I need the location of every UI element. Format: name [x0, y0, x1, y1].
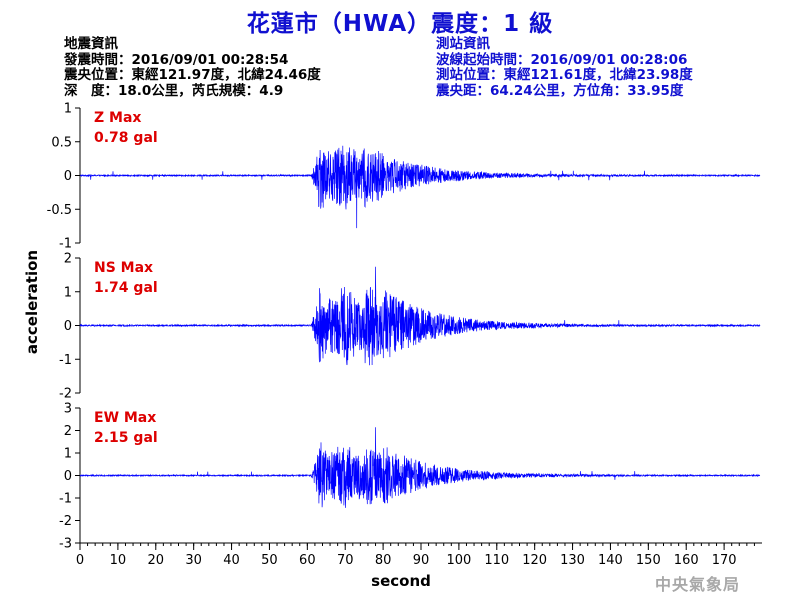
panel-z: -1 -0.5 0 0.5 1 Z Max 0.78 gal	[47, 102, 761, 252]
station-info: 測站資訊 波線起始時間：2016/09/01 00:28:06 測站位置：東經1…	[436, 36, 693, 99]
panel-ns: -2 -1 0 1 2 NS Max 1.74 gal	[59, 252, 761, 402]
seismogram-panels: -1 -0.5 0 0.5 1 Z Max 0.78 gal -2 -1 0 1 2 NS Max 1.7…	[47, 102, 761, 552]
x-tick-label: 140	[598, 553, 623, 568]
max-label: EW Max	[94, 410, 156, 426]
y-tick-label: 2	[64, 252, 72, 267]
seismogram-trace-ns	[79, 266, 761, 366]
y-tick-label: 0.5	[51, 135, 72, 150]
max-label: NS Max	[94, 260, 153, 276]
x-tick-label: 60	[299, 553, 316, 568]
x-tick-label: 10	[110, 553, 127, 568]
x-tick-label: 170	[712, 553, 737, 568]
x-tick-label: 0	[76, 553, 84, 568]
station-info-heading: 測站資訊	[436, 36, 490, 52]
y-tick-label: 0	[64, 169, 72, 184]
epicenter-location: 震央位置：東經121.97度，北緯24.46度	[64, 67, 321, 83]
y-tick-label: 3	[64, 402, 72, 417]
max-value: 1.74 gal	[94, 280, 158, 296]
x-tick-label: 70	[337, 553, 354, 568]
y-tick-label: 0	[64, 319, 72, 334]
y-tick-label: 0	[64, 469, 72, 484]
origin-time: 發震時間：2016/09/01 00:28:54	[64, 51, 289, 68]
y-tick-label: -2	[59, 514, 72, 529]
y-tick-label: 1	[64, 102, 72, 117]
max-label: Z Max	[94, 110, 141, 126]
max-value: 2.15 gal	[94, 430, 158, 446]
y-tick-label: -1	[59, 237, 72, 252]
y-tick-label: -0.5	[47, 203, 72, 218]
y-tick-label: 2	[64, 424, 72, 439]
y-axis-label: acceleration	[23, 250, 41, 354]
max-value: 0.78 gal	[94, 130, 158, 146]
x-tick-label: 80	[375, 553, 392, 568]
panel-ew: -3 -2 -1 0 1 2 3 EW Max 2.15 gal	[59, 402, 761, 552]
x-tick-label: 40	[223, 553, 240, 568]
x-tick-label: 150	[636, 553, 661, 568]
cwb-watermark: 中央氣象局	[655, 575, 741, 594]
x-tick-label: 90	[413, 553, 430, 568]
chart-title: 花蓮市（HWA）震度：1 級	[246, 11, 554, 37]
x-tick-label: 120	[522, 553, 547, 568]
x-tick-label: 160	[674, 553, 699, 568]
event-info: 地震資訊 發震時間：2016/09/01 00:28:54 震央位置：東經121…	[64, 36, 321, 99]
x-tick-label: 50	[261, 553, 278, 568]
x-tick-label: 30	[185, 553, 202, 568]
y-tick-label: -1	[59, 353, 72, 368]
y-tick-label: -2	[59, 387, 72, 402]
y-tick-label: 1	[64, 447, 72, 462]
y-tick-label: -3	[59, 537, 72, 552]
y-tick-label: 1	[64, 285, 72, 300]
seismogram-trace-z	[80, 145, 761, 229]
seismogram-trace-ew	[79, 427, 761, 508]
x-tick-label: 20	[148, 553, 165, 568]
station-location: 測站位置：東經121.61度，北緯23.98度	[436, 67, 693, 83]
y-tick-label: -1	[59, 492, 72, 507]
event-info-heading: 地震資訊	[64, 36, 118, 52]
depth-magnitude: 深 度：18.0公里，芮氏規模：4.9	[64, 82, 284, 99]
x-tick-label: 100	[446, 553, 471, 568]
x-axis: 0 10 20 30 40 50 60 70 80 90 100 110 120 130 140 150 160…	[76, 542, 762, 568]
distance-azimuth: 震央距：64.24公里，方位角：33.95度	[436, 82, 684, 99]
x-tick-label: 130	[560, 553, 585, 568]
wave-start-time: 波線起始時間：2016/09/01 00:28:06	[436, 51, 688, 68]
x-axis-label: second	[371, 572, 431, 590]
x-tick-label: 110	[484, 553, 509, 568]
